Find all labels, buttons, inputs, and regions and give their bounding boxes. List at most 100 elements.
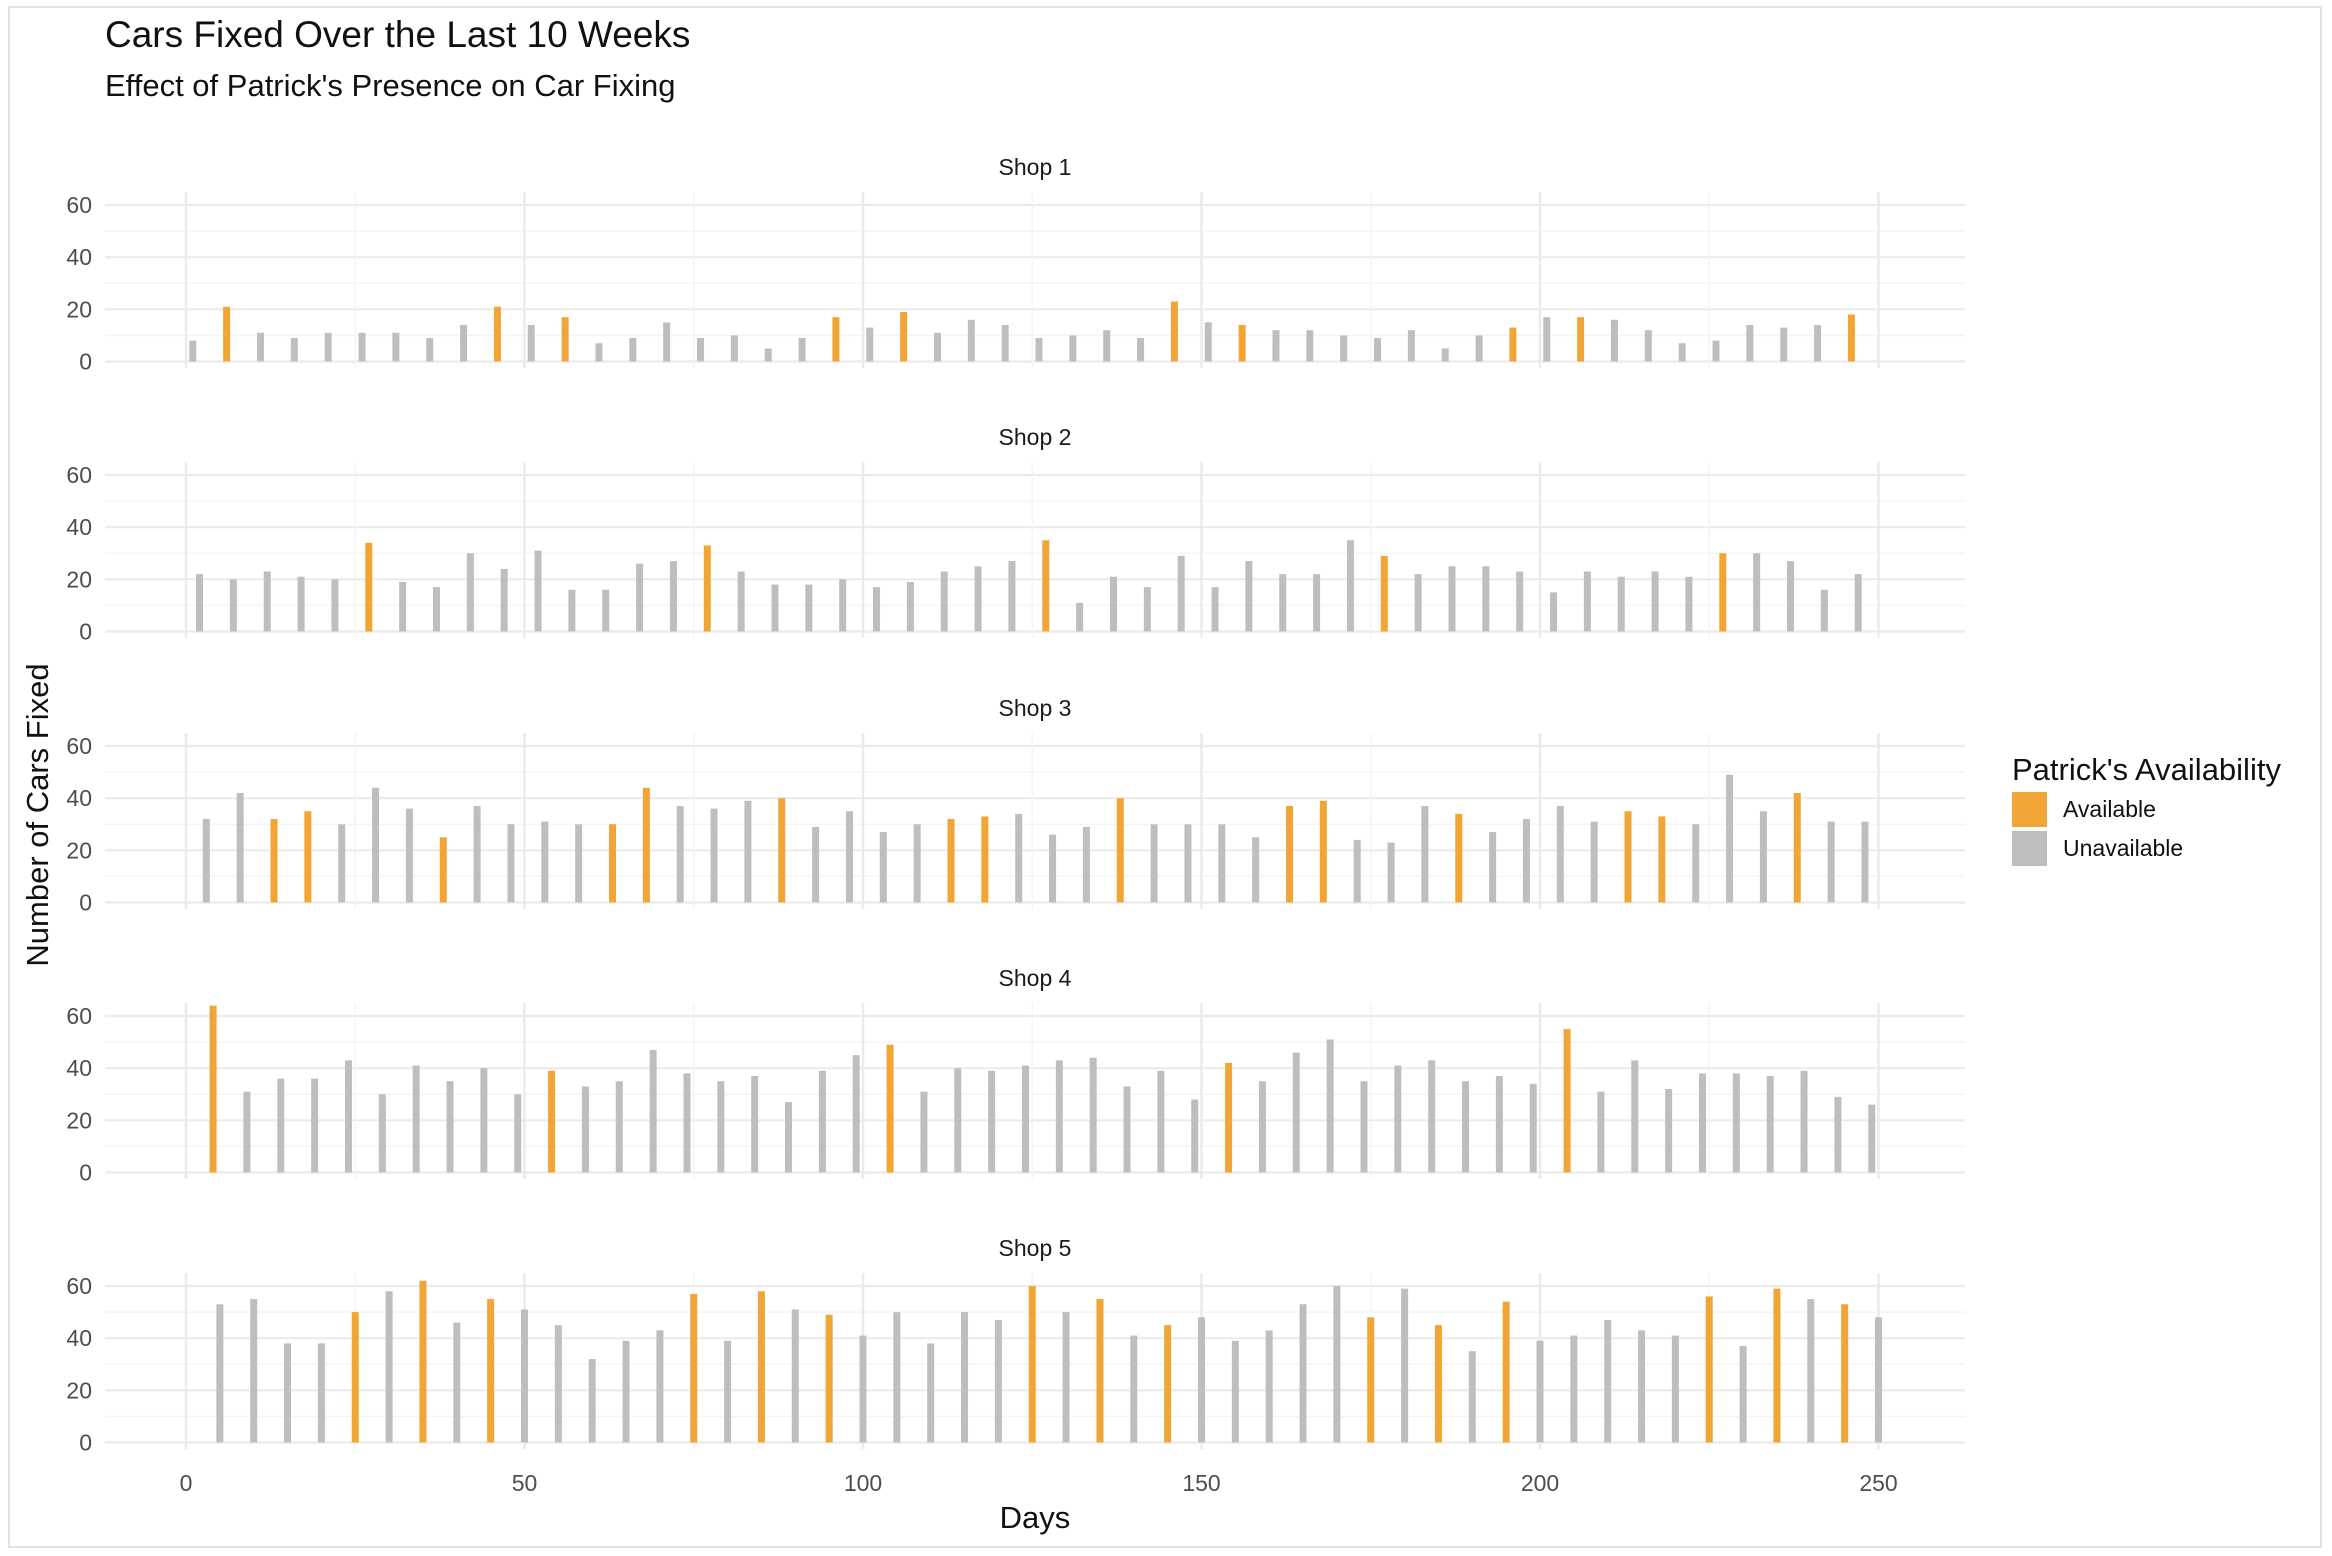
bar (737, 571, 745, 632)
bar (1631, 1060, 1639, 1173)
bar (1299, 1304, 1307, 1443)
bar (961, 1312, 969, 1443)
bar (845, 811, 853, 903)
bar (615, 1081, 623, 1173)
bar (1651, 571, 1659, 632)
bar (852, 1055, 860, 1173)
bar (1407, 330, 1415, 362)
bar (1807, 1299, 1815, 1443)
bar (385, 1291, 393, 1443)
x-axis-label: Days (1000, 1500, 1071, 1535)
bar (561, 317, 569, 362)
y-tick-label: 60 (66, 1273, 92, 1299)
bar (223, 306, 231, 362)
bar (656, 1330, 664, 1443)
bar (1286, 806, 1294, 903)
bar (229, 579, 237, 632)
legend-item-available: Available (2012, 792, 2281, 827)
bar (1556, 806, 1564, 903)
bar (1042, 540, 1050, 632)
bar (629, 338, 637, 362)
bar (1638, 1330, 1646, 1443)
bar (1732, 1073, 1740, 1173)
bar (1726, 774, 1734, 903)
bar (1279, 574, 1287, 632)
bar (1096, 1299, 1104, 1443)
bar (1671, 1335, 1679, 1443)
chart-title: Cars Fixed Over the Last 10 Weeks (105, 14, 691, 55)
bar (1421, 806, 1429, 903)
bar (419, 1280, 427, 1443)
bar (1021, 1065, 1029, 1173)
bar (1198, 1317, 1205, 1443)
bar (1529, 1083, 1537, 1173)
bar (534, 550, 542, 632)
bar (1374, 338, 1382, 362)
bar (1103, 330, 1111, 362)
bar (1401, 1288, 1409, 1443)
bar (1793, 792, 1801, 903)
y-tick-label: 40 (66, 1325, 92, 1351)
bar (744, 800, 752, 903)
bar (791, 1309, 799, 1443)
bar (710, 808, 718, 903)
y-tick-label: 0 (79, 1159, 92, 1185)
y-tick-label: 60 (66, 1003, 92, 1029)
bar (460, 324, 468, 362)
bar (1164, 1325, 1172, 1443)
bar (913, 824, 921, 903)
bar (270, 819, 278, 903)
bar (527, 324, 535, 362)
bar (873, 587, 881, 632)
bar (1245, 561, 1253, 632)
y-tick-label: 0 (79, 348, 92, 374)
bar (669, 561, 677, 632)
bar (1475, 335, 1483, 362)
bar (1313, 574, 1321, 632)
bar (1536, 1340, 1544, 1443)
bar (568, 589, 576, 632)
y-tick-label: 40 (66, 514, 92, 540)
bar (940, 571, 948, 632)
bar (405, 808, 413, 903)
bar (974, 566, 982, 632)
bar (1678, 343, 1686, 362)
bar (1759, 811, 1767, 903)
bar (344, 1060, 352, 1173)
bar (1272, 330, 1280, 362)
bar (1841, 1304, 1849, 1443)
bar (1739, 1346, 1747, 1443)
bar (1827, 821, 1835, 903)
y-tick-label: 60 (66, 192, 92, 218)
y-tick-label: 20 (66, 296, 92, 322)
y-tick-label: 20 (66, 837, 92, 863)
bar (1868, 1104, 1876, 1173)
bar (473, 806, 481, 903)
x-tick-label: 100 (844, 1470, 882, 1496)
bar (1204, 322, 1212, 362)
x-tick-label: 250 (1859, 1470, 1897, 1496)
bar (771, 584, 779, 632)
bar (1455, 813, 1463, 903)
bar (1082, 826, 1090, 903)
bar (196, 574, 204, 632)
bar (575, 824, 583, 903)
bar (365, 542, 373, 632)
bar (317, 1343, 325, 1443)
bar (1820, 589, 1828, 632)
bar (1252, 837, 1260, 903)
bar (1644, 330, 1652, 362)
bar (1130, 1335, 1138, 1443)
legend: Patrick's Availability Available Unavail… (2012, 752, 2281, 866)
bar (284, 1343, 292, 1443)
bar (839, 579, 847, 632)
bar (1225, 1062, 1233, 1173)
bar (981, 816, 989, 903)
y-tick-label: 20 (66, 566, 92, 592)
bar (480, 1068, 488, 1173)
bar (927, 1343, 935, 1443)
bar (866, 327, 874, 362)
bar (426, 338, 434, 362)
bar (900, 311, 908, 362)
bar (1482, 566, 1490, 632)
